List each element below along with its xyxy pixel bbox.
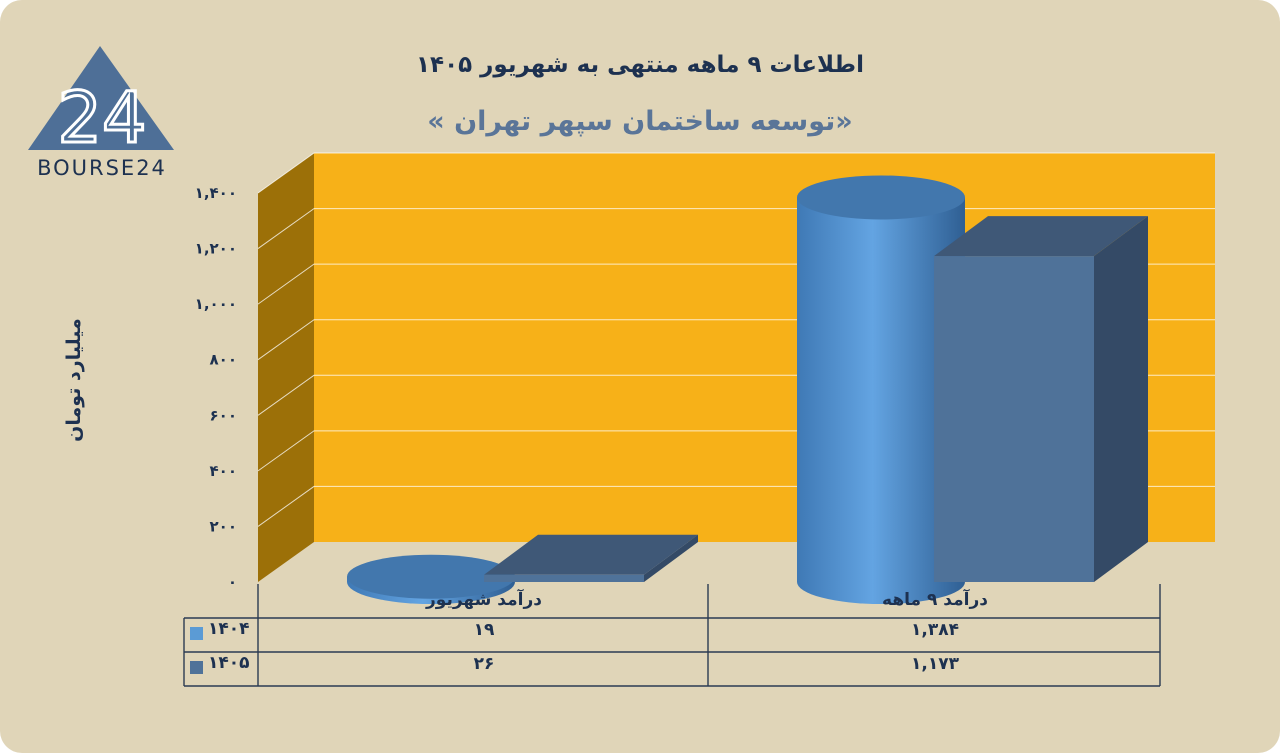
- data-label-1405-0: ۲۶: [473, 654, 495, 674]
- bar-۱۴۰۴-0: [347, 554, 515, 604]
- logo-mark: 24: [57, 77, 146, 159]
- bar-top: [347, 554, 515, 599]
- category-label-1: درآمد ۹ ماهه: [882, 590, 988, 610]
- bar-front: [484, 574, 644, 582]
- gridline-7: [257, 152, 1215, 194]
- bar-top: [484, 534, 698, 575]
- data-label-1404-1: ۱,۳۸۴: [911, 620, 959, 640]
- data-label-1404-0: ۱۹: [473, 620, 495, 640]
- logo-text: BOURSE24: [37, 156, 167, 180]
- bar-front: [934, 256, 1094, 582]
- chart-subtitle: «توسعه ساختمان سپهر تهران »: [427, 106, 853, 137]
- legend-swatch-1404: [190, 627, 203, 640]
- bar-side: [644, 534, 698, 582]
- data-label-1405-1: ۱,۱۷۳: [911, 654, 959, 674]
- legend-swatch-1405: [190, 661, 203, 674]
- category-label-0: درآمد شهریور: [426, 590, 542, 610]
- bar-top: [934, 216, 1148, 257]
- y-tick-label-2: ۴۰۰: [210, 462, 237, 480]
- y-tick-label-0: ۰: [228, 573, 237, 591]
- bar-top: [797, 175, 965, 220]
- side-wall: [258, 153, 314, 582]
- y-tick-label-7: ۱,۴۰۰: [195, 184, 237, 202]
- legend-label-1405: ۱۴۰۵: [208, 653, 250, 673]
- bourse24-logo-icon: 24: [28, 46, 174, 161]
- y-tick-label-4: ۸۰۰: [210, 351, 237, 369]
- bar-۱۴۰۴-1: [797, 175, 965, 604]
- bar-body: [797, 197, 965, 604]
- chart-title: اطلاعات ۹ ماهه منتهی به شهریور ۱۴۰۵: [416, 52, 864, 78]
- y-tick-label-6: ۱,۲۰۰: [195, 240, 237, 258]
- bar-side: [1094, 216, 1148, 582]
- y-tick-label-1: ۲۰۰: [210, 517, 237, 535]
- y-tick-label-3: ۶۰۰: [210, 406, 237, 424]
- y-tick-label-5: ۱,۰۰۰: [195, 295, 237, 313]
- bar-۱۴۰۵-1: [934, 216, 1148, 582]
- legend-label-1404: ۱۴۰۴: [208, 619, 250, 639]
- bar-۱۴۰۵-0: [484, 534, 698, 582]
